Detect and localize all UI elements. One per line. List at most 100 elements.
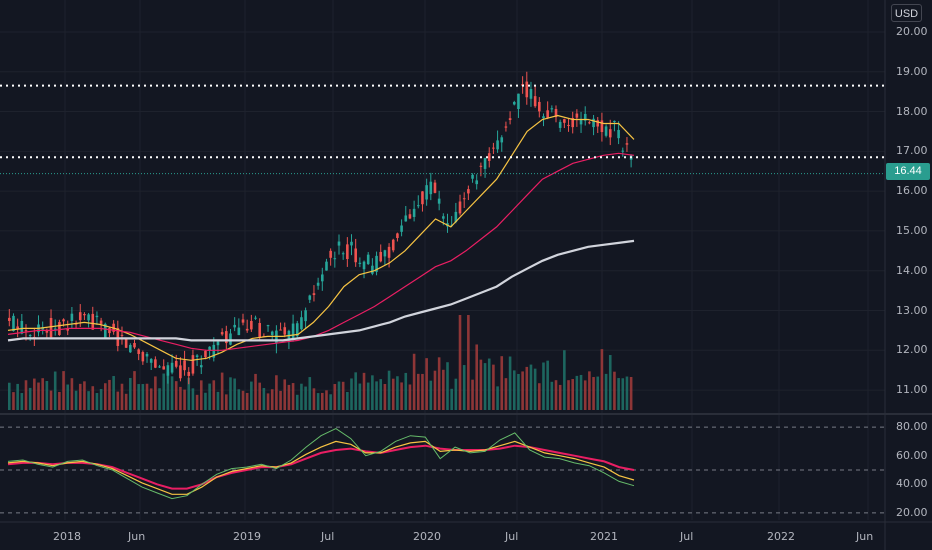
rsi-fast-line (7, 428, 635, 500)
currency-label[interactable]: USD (891, 4, 922, 22)
candle-body (141, 352, 145, 362)
candle-body (212, 344, 216, 358)
volume-bar (329, 394, 332, 410)
candle-body (16, 326, 19, 329)
volume-bar (563, 350, 566, 410)
candle-body (62, 319, 65, 322)
volume-bar (358, 383, 362, 410)
volume-bar (24, 380, 28, 410)
volume-bar (325, 390, 328, 410)
volume-bar (216, 391, 220, 410)
candle-body (500, 137, 504, 143)
volume-bar (66, 384, 70, 410)
volume-bar (558, 384, 562, 410)
time-axis-tick: 2018 (53, 530, 81, 543)
candle-body (533, 96, 537, 107)
candle-body (204, 350, 207, 358)
volume-bar (421, 373, 424, 410)
candle-body (492, 147, 495, 149)
candle-body (617, 129, 620, 139)
candle-body (216, 341, 220, 346)
volume-bar (546, 360, 549, 410)
volume-bar (462, 365, 466, 410)
candle-body (28, 334, 32, 337)
volume-bar (412, 353, 416, 410)
candle-body (408, 214, 412, 219)
volume-bar (575, 375, 579, 410)
volume-bar (12, 392, 15, 410)
candle-body (337, 241, 341, 246)
volume-bar (145, 383, 149, 410)
volume-bar (467, 315, 470, 410)
candle-body (195, 355, 199, 357)
candle-body (91, 313, 95, 330)
volume-bar (137, 384, 140, 410)
candle-body (187, 371, 191, 376)
volume-bar (308, 377, 312, 410)
candle-body (571, 117, 574, 128)
volume-bar (112, 376, 115, 410)
candle-body (329, 250, 332, 258)
candle-body (49, 317, 53, 338)
volume-bar (124, 393, 128, 410)
candle-body (483, 158, 487, 169)
volume-bar (300, 383, 303, 410)
volume-bar (471, 379, 474, 410)
candle-body (283, 327, 287, 335)
volume-bar (346, 391, 349, 410)
volume-bar (604, 373, 608, 410)
volume-bar (179, 386, 182, 410)
candle-body (525, 81, 529, 98)
volume-bar (312, 388, 316, 410)
candle-body (621, 150, 625, 152)
candle-body (304, 310, 307, 322)
candle-body (321, 274, 324, 282)
volume-bar (53, 371, 57, 410)
last-price-badge: 16.44 (886, 163, 930, 180)
volume-bar (508, 356, 512, 410)
candle-body (325, 261, 328, 271)
candle-body (379, 251, 383, 262)
volume-bar (475, 344, 479, 410)
rsi-axis-tick: 20.00 (896, 505, 928, 519)
volume-bar (592, 377, 595, 410)
volume-bar (391, 378, 395, 410)
candle-body (425, 185, 428, 200)
volume-bar (28, 387, 32, 410)
volume-bar (58, 391, 61, 410)
volume-bar (270, 389, 274, 410)
volume-bar (291, 383, 295, 410)
candle-body (237, 327, 241, 336)
candle-body (383, 250, 387, 257)
candle-body (400, 225, 403, 232)
candle-body (300, 317, 303, 330)
volume-bar (613, 371, 616, 410)
candle-body (149, 358, 153, 363)
volume-bar (483, 363, 487, 410)
volume-bar (95, 393, 99, 410)
candle-body (442, 216, 445, 219)
volume-bar (191, 388, 195, 410)
rsi-signal-line (7, 440, 635, 495)
volume-bar (387, 370, 391, 410)
volume-bar (62, 371, 65, 410)
candle-body (529, 89, 533, 99)
volume-bar (567, 380, 570, 410)
time-axis-tick: Jul (680, 530, 694, 543)
candle-body (129, 344, 132, 353)
candle-body (166, 365, 170, 376)
volume-bar (91, 386, 95, 410)
volume-bar (225, 394, 228, 410)
candle-body (504, 126, 508, 128)
volume-bar (529, 364, 533, 410)
volume-bar (74, 390, 78, 410)
time-axis-tick: Jul (321, 530, 335, 543)
rsi-axis-tick: 60.00 (896, 448, 928, 462)
candle-body (412, 208, 416, 217)
volume-bar (366, 382, 370, 410)
candle-body (554, 109, 558, 118)
volume-bar (250, 381, 253, 410)
candle-body (350, 241, 353, 246)
